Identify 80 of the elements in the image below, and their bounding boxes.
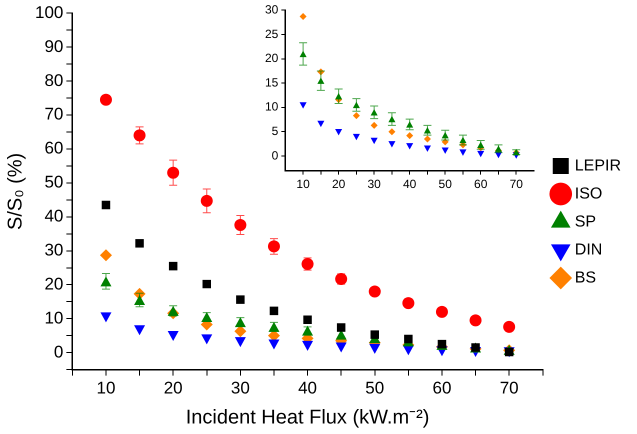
point (100, 312, 112, 322)
point (303, 315, 312, 324)
point (424, 146, 431, 152)
x-axis-title: Incident Heat Flux (kW.m⁻²) (186, 406, 430, 429)
x-tick-label: 70 (500, 378, 519, 398)
y-tick-label: 60 (44, 138, 64, 158)
point (168, 262, 178, 270)
y-tick-label: 20 (44, 274, 64, 294)
point (102, 200, 110, 210)
x-tick-label: 30 (367, 177, 382, 192)
x-tick-label: 70 (510, 177, 524, 192)
y-tick-label: 80 (44, 70, 64, 90)
legend-label: DIN (574, 241, 602, 258)
legend-label: ISO (574, 185, 602, 202)
y-tick-label: 25 (264, 26, 279, 41)
y-tick-label: 100 (34, 2, 64, 22)
legend-label: SP (574, 213, 596, 230)
point (200, 194, 213, 207)
point (370, 330, 380, 339)
point (300, 13, 307, 20)
point (234, 219, 246, 232)
point (404, 334, 413, 344)
point (388, 141, 396, 148)
x-tick-label: 20 (332, 177, 346, 192)
point (234, 337, 246, 348)
point (470, 314, 482, 326)
x-tick-label: 50 (365, 378, 384, 398)
y-axis-title: S/S₀ (%) (4, 152, 27, 230)
y-tick-label: 30 (264, 2, 279, 17)
point (317, 120, 324, 128)
x-tick-label: 10 (96, 378, 116, 398)
x-tick-label: 50 (438, 177, 452, 192)
point (270, 306, 278, 316)
y-tick-label: 70 (44, 104, 64, 124)
x-tick-label: 20 (164, 378, 183, 398)
point (369, 344, 380, 354)
point (459, 149, 466, 156)
point (300, 102, 307, 109)
point (388, 128, 396, 136)
x-tick-label: 60 (432, 378, 452, 398)
y-tick-label: 0 (54, 342, 64, 362)
point (352, 112, 360, 120)
y-tick-label: 15 (264, 75, 279, 90)
y-tick-label: 5 (272, 124, 279, 138)
point (424, 136, 431, 143)
y-tick-label: 20 (264, 51, 279, 66)
y-tick-label: 10 (44, 308, 64, 328)
y-tick-label: 10 (264, 100, 279, 114)
point (135, 239, 144, 248)
point (201, 334, 212, 344)
point (336, 323, 346, 332)
x-tick-label: 40 (298, 378, 318, 398)
legend-label: BS (574, 269, 596, 286)
point (442, 147, 449, 154)
legend-label: LEPIR (574, 157, 622, 174)
y-tick-label: 40 (44, 206, 64, 226)
x-tick-label: 60 (474, 177, 488, 192)
point (406, 132, 414, 140)
point (302, 340, 314, 351)
y-tick-label: 0 (272, 148, 279, 162)
point (406, 143, 414, 150)
point (100, 249, 112, 262)
point (236, 295, 245, 304)
point (336, 342, 347, 353)
x-tick-label: 40 (402, 177, 417, 192)
point (370, 138, 378, 144)
x-tick-label: 10 (296, 177, 310, 192)
point (477, 150, 484, 158)
point (370, 122, 378, 129)
point (352, 134, 360, 140)
point (335, 129, 342, 136)
y-tick-label: 30 (44, 240, 64, 260)
point (503, 320, 516, 333)
x-tick-label: 30 (230, 378, 250, 398)
point (436, 306, 448, 318)
point (134, 325, 146, 336)
point (268, 339, 280, 350)
y-tick-label: 90 (44, 36, 64, 56)
point (202, 280, 212, 288)
point (168, 330, 179, 341)
